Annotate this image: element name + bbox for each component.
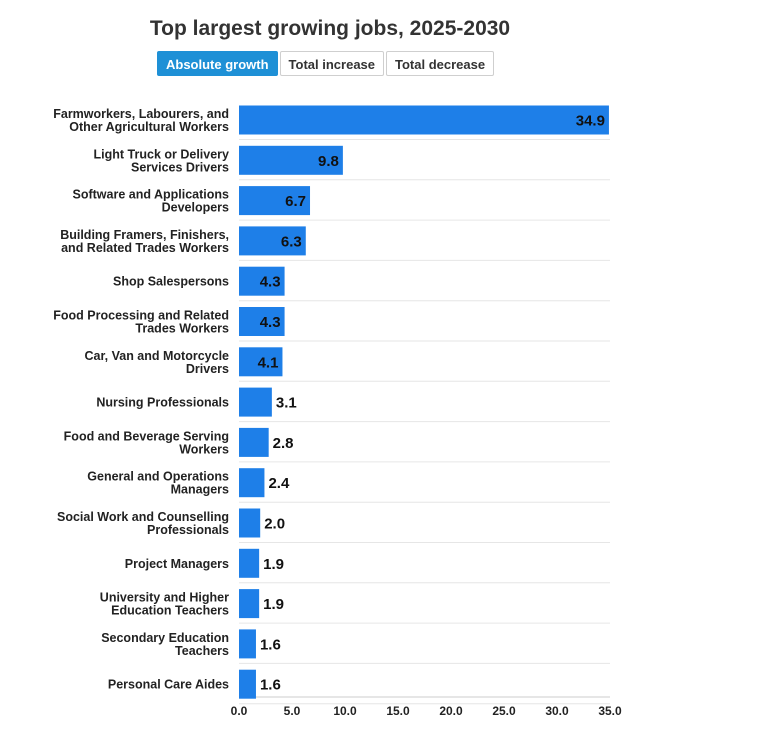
- tab-total-increase[interactable]: Total increase: [279, 51, 385, 76]
- bar: [239, 387, 272, 417]
- category-label: Food and Beverage Serving Workers: [64, 429, 229, 456]
- category-label: Farmworkers, Labourers, and Other Agricul…: [53, 107, 229, 134]
- category-label: Personal Care Aides: [108, 678, 229, 692]
- category-label: Nursing Professionals: [96, 396, 229, 410]
- data-label: 9.8: [318, 153, 339, 170]
- data-label: 6.3: [281, 233, 302, 250]
- data-label: 6.7: [285, 193, 306, 210]
- category-label: Food Processing and Related Trades Worker…: [53, 309, 229, 336]
- category-label: Light Truck or Delivery Services Drivers: [94, 147, 230, 174]
- category-label: Shop Salespersons: [113, 275, 229, 289]
- data-label: 4.3: [260, 314, 281, 331]
- bar: [239, 145, 343, 175]
- x-tick-label: 30.0: [545, 704, 569, 718]
- x-tick-label: 25.0: [492, 704, 516, 718]
- bar: [239, 669, 256, 699]
- x-tick-label: 5.0: [284, 704, 301, 718]
- x-tick-label: 35.0: [598, 704, 622, 718]
- bar: [239, 307, 285, 336]
- tab-total-decrease[interactable]: Total decrease: [386, 51, 495, 76]
- bar: [239, 266, 285, 296]
- category-label: University and Higher Education Teachers: [100, 591, 229, 618]
- bar: [239, 508, 261, 538]
- bar: [239, 468, 265, 498]
- bar: [239, 427, 269, 457]
- data-label: 1.9: [263, 596, 284, 613]
- data-label: 2.8: [273, 435, 294, 452]
- data-label: 1.6: [260, 677, 281, 694]
- data-label: 34.9: [576, 113, 605, 130]
- category-label: Software and Applications Developers: [72, 188, 229, 215]
- category-label: Project Managers: [125, 557, 229, 571]
- chart-title: Top largest growing jobs, 2025-2030: [149, 17, 511, 40]
- x-tick-label: 15.0: [386, 704, 410, 718]
- category-label: General and Operations Managers: [87, 470, 229, 497]
- bar: [239, 226, 306, 256]
- x-tick-label: 0.0: [231, 704, 248, 718]
- x-tick-label: 20.0: [439, 704, 463, 718]
- x-tick-label: 10.0: [333, 704, 357, 718]
- view-tabs: Absolute growth Total increase Total dec…: [157, 51, 495, 76]
- category-label: Car, Van and Motorcycle Drivers: [85, 349, 230, 376]
- category-label: Social Work and Counselling Professionals: [57, 510, 229, 537]
- data-label: 1.9: [263, 556, 284, 573]
- category-label: Building Framers, Finishers, and Related …: [60, 228, 229, 255]
- bar: [239, 347, 283, 377]
- data-label: 2.0: [264, 516, 285, 533]
- data-label: 1.6: [260, 636, 281, 653]
- bar: [239, 589, 260, 619]
- data-label: 3.1: [276, 395, 297, 412]
- bar: [239, 548, 260, 578]
- tab-absolute-growth[interactable]: Absolute growth: [157, 51, 278, 76]
- bar: [239, 105, 609, 135]
- bar: [239, 629, 256, 659]
- data-label: 4.3: [260, 274, 281, 291]
- data-label: 2.4: [268, 475, 290, 492]
- category-label: Secondary Education Teachers: [101, 631, 229, 658]
- bar: [239, 186, 311, 216]
- data-label: 4.1: [258, 354, 279, 371]
